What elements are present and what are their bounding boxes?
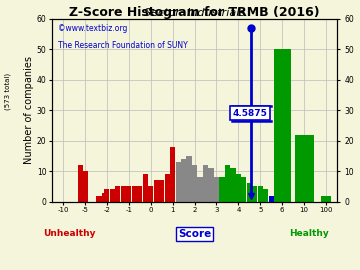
Title: Z-Score Histogram for TRMB (2016): Z-Score Histogram for TRMB (2016)	[69, 6, 320, 19]
Bar	[321, 195, 331, 202]
Bar	[96, 195, 103, 202]
Bar	[230, 168, 235, 202]
Bar	[192, 165, 197, 202]
Bar	[121, 186, 126, 202]
Text: 4.5875: 4.5875	[233, 109, 267, 118]
Bar	[274, 49, 291, 202]
Text: Sector: Industrials: Sector: Industrials	[144, 8, 245, 18]
Bar	[115, 186, 121, 202]
Bar	[252, 186, 257, 202]
Bar	[104, 193, 106, 202]
Bar	[165, 174, 170, 202]
Bar	[214, 177, 219, 202]
Bar	[197, 177, 203, 202]
Text: Score: Score	[178, 229, 211, 239]
Bar	[110, 190, 115, 202]
Bar	[295, 134, 314, 202]
Bar	[132, 186, 137, 202]
Bar	[137, 186, 142, 202]
Bar	[104, 190, 109, 202]
Bar	[181, 159, 186, 202]
Bar	[154, 180, 159, 202]
Bar	[170, 147, 175, 202]
Bar	[225, 165, 230, 202]
Bar	[208, 168, 213, 202]
Bar	[203, 165, 208, 202]
Bar	[219, 177, 225, 202]
Bar	[126, 186, 131, 202]
Bar	[143, 174, 148, 202]
Bar	[263, 190, 269, 202]
Bar	[176, 162, 181, 202]
Text: Unhealthy: Unhealthy	[43, 229, 95, 238]
Bar	[186, 156, 192, 202]
Bar	[241, 177, 247, 202]
Bar	[159, 180, 164, 202]
Bar	[269, 195, 274, 202]
Bar	[81, 171, 89, 202]
Bar	[258, 186, 263, 202]
Bar	[247, 183, 252, 202]
Text: ©www.textbiz.org: ©www.textbiz.org	[58, 24, 127, 33]
Y-axis label: Number of companies: Number of companies	[24, 56, 34, 164]
Text: The Research Foundation of SUNY: The Research Foundation of SUNY	[58, 40, 188, 49]
Bar	[148, 186, 153, 202]
Bar	[236, 174, 241, 202]
Text: (573 total): (573 total)	[5, 73, 11, 110]
Bar	[78, 165, 83, 202]
Bar	[102, 193, 104, 202]
Text: Healthy: Healthy	[289, 229, 328, 238]
